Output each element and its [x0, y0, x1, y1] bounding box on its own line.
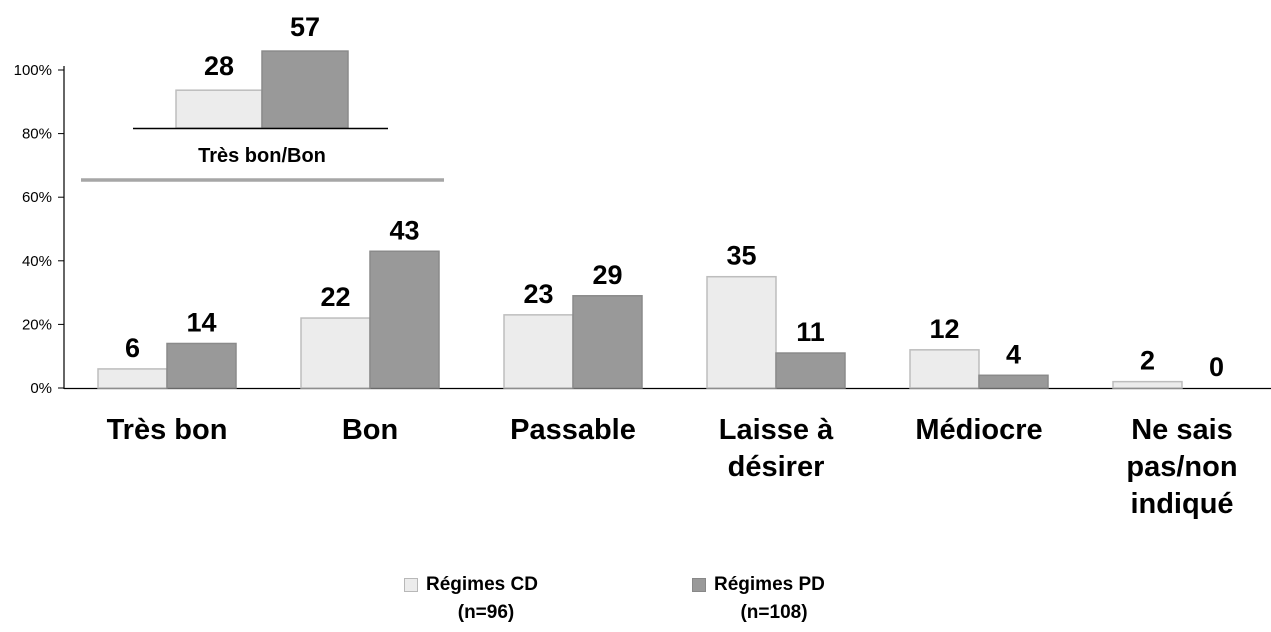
bar-cd — [97, 368, 168, 389]
data-label-cd: 23 — [523, 279, 553, 309]
bar-cd — [1112, 380, 1183, 389]
inset-bar-pd — [261, 50, 349, 129]
data-label-pd: 14 — [186, 307, 216, 337]
bar-pd — [572, 295, 643, 389]
legend-label-cd: Régimes CD — [426, 574, 538, 595]
data-label-pd: 29 — [592, 260, 622, 290]
y-axis: 0% 20% 40% 60% 80% 100% — [14, 62, 1271, 397]
data-label-cd: 12 — [929, 314, 959, 344]
data-label-pd: 43 — [389, 215, 419, 245]
bars: 6 14 Très bon 22 43 Bon 23 29 Passable 35 11 Laisse… — [97, 215, 1238, 520]
category-label: Ne sais — [1131, 414, 1233, 446]
category-label: indiqué — [1130, 488, 1233, 520]
data-label-pd: 11 — [796, 317, 825, 347]
category-label: Laisse à — [719, 414, 834, 446]
bar-pd — [978, 374, 1049, 389]
y-tick-label: 100% — [14, 62, 52, 79]
category-label: pas/non — [1126, 451, 1237, 483]
category-label: Passable — [510, 414, 636, 446]
y-tick-label: 20% — [22, 316, 52, 333]
legend-item-cd: Régimes CD (n=96) — [404, 571, 604, 631]
legend-sample-cd: (n=96) — [457, 602, 515, 623]
category-label: Bon — [342, 414, 398, 446]
y-tick-label: 60% — [22, 189, 52, 206]
inset-bar-cd — [175, 89, 263, 129]
category-label: Médiocre — [915, 414, 1042, 446]
bar-pd — [166, 342, 237, 389]
bar-pd — [775, 352, 846, 389]
data-label-cd: 35 — [726, 241, 756, 271]
data-label-cd: 22 — [320, 282, 350, 312]
bar-cd — [503, 314, 574, 389]
y-tick-label: 0% — [30, 380, 52, 397]
inset-data-label-pd: 57 — [290, 12, 320, 42]
y-tick-label: 40% — [22, 253, 52, 270]
legend-item-pd: Régimes PD (n=108) — [692, 571, 892, 631]
data-label-pd: 4 — [1006, 339, 1021, 369]
inset-category-label: Très bon/Bon — [198, 145, 326, 167]
category-label: Très bon — [107, 414, 228, 446]
data-label-cd: 6 — [125, 333, 140, 363]
bar-cd — [909, 349, 980, 389]
data-label-cd: 2 — [1140, 346, 1155, 376]
bar-pd — [369, 250, 440, 389]
inset-data-label-cd: 28 — [204, 51, 234, 81]
legend-swatch-cd — [404, 578, 418, 592]
y-tick-label: 80% — [22, 126, 52, 143]
legend-label-pd: Régimes PD — [714, 574, 825, 595]
category-label: désirer — [728, 451, 825, 483]
legend-swatch-pd — [692, 578, 706, 592]
legend-sample-pd: (n=108) — [740, 602, 808, 623]
inset-combined: 28 57 Très bon/Bon — [81, 12, 444, 182]
bar-cd — [300, 317, 371, 389]
bar-cd — [706, 275, 777, 389]
data-label-pd: 0 — [1209, 352, 1224, 382]
